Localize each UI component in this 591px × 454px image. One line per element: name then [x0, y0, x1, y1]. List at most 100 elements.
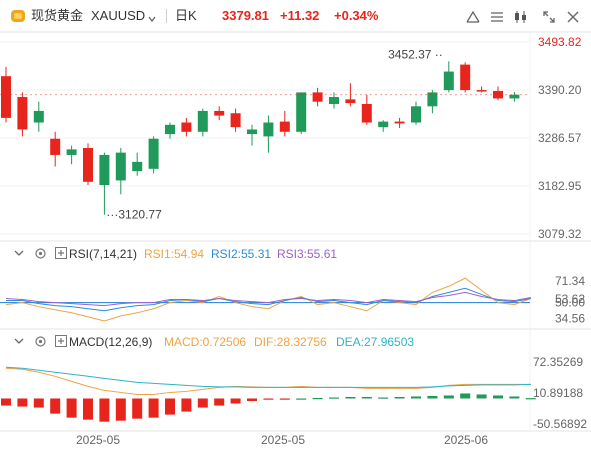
- high-annotation: 3452.37 ··: [388, 47, 443, 61]
- collapse-icon[interactable]: [13, 247, 25, 259]
- macd-histogram-bar: [66, 398, 77, 418]
- y-tick-label: 3286.57: [538, 131, 582, 145]
- y-tick-label: 3390.20: [538, 83, 582, 97]
- rsi2-value: RSI2:55.31: [211, 247, 272, 261]
- macd-histogram-bar: [460, 393, 471, 399]
- candle-body: [509, 94, 520, 99]
- macd-label: MACD(12,26,9): [69, 335, 153, 349]
- price-change-pct: +0.34%: [334, 8, 379, 23]
- macd-histogram-bar: [214, 398, 225, 406]
- macd-histogram-bar: [378, 397, 389, 399]
- macd-histogram-bar: [345, 396, 356, 399]
- y-tick-label: 72.35269: [533, 355, 583, 369]
- header-bar: 现货黄金 XAUUSD 日K 3379.81 +11.32 +0.34%: [0, 0, 591, 32]
- macd-series-line-dea: [5, 366, 531, 388]
- symbol-name[interactable]: 现货黄金: [31, 8, 84, 23]
- candle-body: [132, 161, 143, 172]
- y-tick-label: 50.00: [555, 296, 585, 310]
- macd-histogram-bar: [312, 397, 323, 400]
- macd-histogram-bar: [181, 398, 192, 412]
- candle-body: [214, 110, 225, 116]
- y-tick-label: 3182.95: [538, 179, 582, 193]
- add-indicator-icon[interactable]: [55, 247, 67, 259]
- macd-histogram-bar: [279, 398, 290, 400]
- dif-value: DIF:28.32756: [254, 335, 327, 349]
- collapse-icon[interactable]: [13, 335, 25, 347]
- macd-histogram-bar: [1, 398, 11, 406]
- candle-body: [279, 121, 290, 132]
- macd-histogram-bar: [263, 398, 274, 400]
- candle-body: [230, 113, 241, 128]
- settings-icon[interactable]: [34, 247, 47, 260]
- candle-body: [165, 124, 175, 135]
- fullscreen-icon[interactable]: [540, 8, 558, 26]
- candle-body: [493, 91, 503, 99]
- candle-body: [263, 122, 274, 137]
- candle-body: [394, 121, 405, 124]
- macd-histogram-bar: [50, 398, 61, 414]
- gold-coin-icon: [10, 9, 26, 23]
- settings-icon[interactable]: [34, 335, 47, 348]
- candle-body: [460, 64, 471, 91]
- price-change: +11.32: [280, 8, 320, 23]
- candle-body: [411, 106, 421, 123]
- macd-histogram-bar: [247, 398, 257, 402]
- header-divider: [166, 9, 167, 23]
- macd-histogram-bar: [493, 395, 503, 399]
- candle-body: [33, 110, 44, 123]
- candle-body: [148, 138, 159, 169]
- x-tick-label: 2025-05: [261, 433, 305, 447]
- macd-histogram-bar: [33, 398, 44, 408]
- chart-type-icon[interactable]: [512, 8, 530, 26]
- y-tick-label: 53.62: [555, 292, 585, 306]
- y-tick-label: 71.34: [555, 274, 585, 288]
- y-tick-label: 34.56: [555, 311, 585, 325]
- indicator-tool-icon[interactable]: [464, 8, 482, 26]
- macd-histogram-bar: [165, 398, 175, 415]
- macd-histogram-bar: [197, 398, 208, 408]
- rsi3-value: RSI3:55.61: [277, 247, 338, 261]
- macd-histogram-bar: [83, 398, 93, 420]
- x-tick-label: 2025-05: [76, 433, 120, 447]
- macd-histogram-bar: [148, 398, 159, 418]
- macd-histogram-bar: [525, 398, 536, 400]
- y-tick-label: 10.89188: [533, 386, 583, 400]
- add-indicator-icon[interactable]: [55, 335, 67, 347]
- candle-body: [378, 121, 389, 128]
- macd-value: MACD:0.72506: [164, 335, 247, 349]
- close-icon[interactable]: [564, 8, 582, 26]
- macd-histogram-bar: [443, 395, 454, 399]
- candle-body: [115, 152, 126, 181]
- candle-body: [17, 97, 28, 130]
- candle-body: [345, 99, 356, 104]
- candle-body: [312, 92, 323, 102]
- candle-body: [181, 122, 192, 132]
- macd-histogram-bar: [411, 396, 421, 399]
- macd-histogram-bar: [394, 396, 405, 399]
- candle-body: [1, 76, 11, 118]
- rsi-series-line-2: [6, 287, 531, 312]
- macd-histogram-bar: [329, 397, 339, 399]
- candle-body: [361, 103, 372, 123]
- period-selector[interactable]: 日K: [175, 8, 197, 23]
- candle-body: [427, 92, 438, 107]
- y-tick-label: 3079.32: [538, 227, 582, 241]
- draw-tool-icon[interactable]: [488, 8, 506, 26]
- y-tick-label: 3493.82: [538, 35, 582, 49]
- macd-series-line-dif: [5, 367, 531, 395]
- candle-body: [50, 138, 61, 155]
- macd-histogram-bar: [230, 398, 241, 404]
- macd-histogram-bar: [17, 398, 28, 407]
- macd-histogram-bar: [99, 398, 110, 422]
- y-tick-label: -50.56892: [533, 417, 587, 431]
- symbol-code[interactable]: XAUUSD: [91, 8, 146, 23]
- candle-body: [197, 110, 208, 132]
- rsi-series-line-3: [5, 291, 531, 307]
- chevron-down-icon[interactable]: [148, 12, 156, 23]
- rsi-series-line-1: [5, 277, 531, 322]
- x-tick-label: 2025-06: [444, 433, 488, 447]
- macd-histogram-bar: [132, 398, 143, 419]
- candle-body: [99, 154, 110, 186]
- candle-body: [296, 92, 307, 132]
